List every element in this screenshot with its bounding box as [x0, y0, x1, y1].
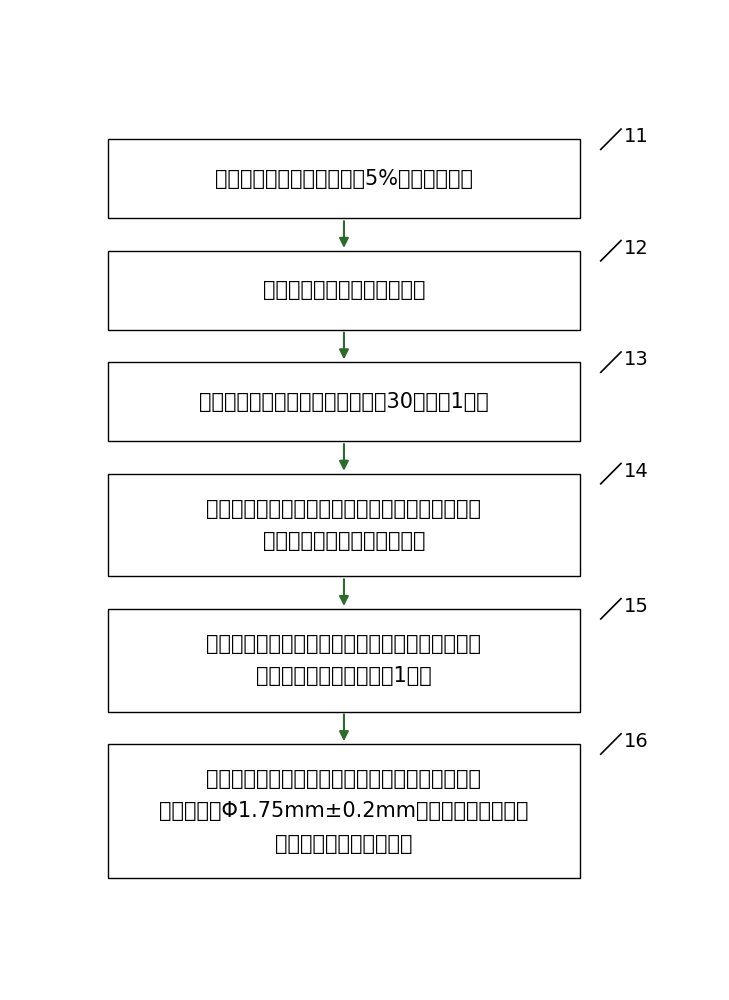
Text: 12: 12 [624, 239, 649, 258]
Text: 将混合物加入到螺杆挤出机中燕融混炼，水槽冷却: 将混合物加入到螺杆挤出机中燕融混炼，水槽冷却 [206, 769, 481, 789]
Bar [108, 139, 580, 218]
Text: 将聚乳酸溶解在质量浓度为5%的二氯乙烷中: 将聚乳酸溶解在质量浓度为5%的二氯乙烷中 [215, 169, 473, 189]
Text: 加入偶联剂，在超声波作用下搞拌30分钟～1小时: 加入偶联剂，在超声波作用下搞拌30分钟～1小时 [199, 392, 489, 412]
Text: 将粉碎后的产物按设定的配方比例称重，并加入到: 将粉碎后的产物按设定的配方比例称重，并加入到 [206, 634, 481, 654]
Bar [108, 609, 580, 712]
Text: 16: 16 [624, 732, 649, 751]
Bar [108, 251, 580, 330]
Text: 然后蜢发二氯乙烷，将剩余物在真空干燥筱中干燥: 然后蜢发二氯乙烷，将剩余物在真空干燥筱中干燥 [206, 499, 481, 519]
Text: 高速混合机中，高速混到1分钟: 高速混合机中，高速混到1分钟 [256, 666, 432, 686]
Text: 14: 14 [624, 462, 649, 481]
Bar [108, 744, 580, 878]
Text: 11: 11 [624, 127, 649, 146]
Bar [108, 474, 580, 576]
Bar [108, 362, 580, 441]
Text: 电聚乳酸复合材料组合物: 电聚乳酸复合材料组合物 [276, 834, 413, 854]
Text: 再加入碳纳米管，并搞拌均匀: 再加入碳纳米管，并搞拌均匀 [262, 280, 425, 300]
Text: ，拉成直径Φ1.75mm±0.2mm的丝条，得到所述导: ，拉成直径Φ1.75mm±0.2mm的丝条，得到所述导 [159, 801, 529, 821]
Text: 15: 15 [624, 597, 649, 616]
Text: 13: 13 [624, 350, 649, 369]
Text: 成薄片状，干燥后冷却，粉碎: 成薄片状，干燥后冷却，粉碎 [262, 531, 425, 551]
